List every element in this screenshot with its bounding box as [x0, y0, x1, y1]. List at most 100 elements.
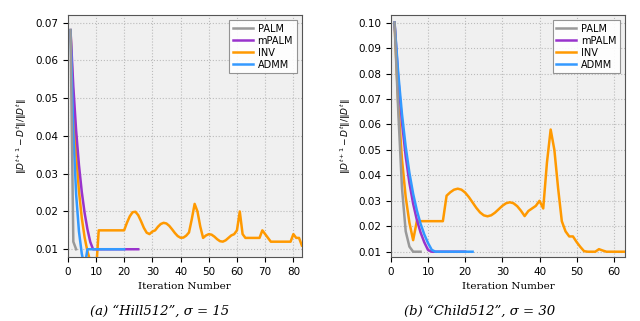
mPALM — [394, 77, 402, 81]
ADMM — [461, 250, 469, 254]
Text: (b) “Child512”, σ = 30: (b) “Child512”, σ = 30 — [404, 305, 556, 318]
ADMM — [70, 131, 77, 135]
PALM — [413, 250, 420, 254]
mPALM — [443, 250, 451, 254]
PALM — [417, 250, 424, 254]
ADMM — [443, 250, 451, 254]
mPALM — [402, 154, 410, 158]
mPALM — [126, 247, 134, 251]
INV — [584, 250, 591, 254]
ADMM — [439, 250, 447, 254]
INV — [236, 210, 244, 213]
ADMM — [398, 112, 406, 116]
mPALM — [123, 247, 131, 251]
ADMM — [103, 247, 111, 251]
mPALM — [95, 247, 102, 251]
mPALM — [428, 250, 436, 254]
ADMM — [120, 247, 128, 251]
mPALM — [461, 250, 469, 254]
ADMM — [72, 193, 80, 196]
mPALM — [106, 247, 114, 251]
Line: ADMM: ADMM — [70, 30, 124, 267]
ADMM — [428, 248, 436, 252]
INV — [81, 235, 88, 239]
ADMM — [390, 21, 398, 25]
ADMM — [447, 250, 454, 254]
PALM — [398, 186, 406, 190]
Text: (a) “Hill512”, σ = 15: (a) “Hill512”, σ = 15 — [90, 305, 230, 318]
ADMM — [413, 209, 420, 213]
Legend: PALM, mPALM, INV, ADMM: PALM, mPALM, INV, ADMM — [229, 20, 297, 74]
INV — [499, 204, 506, 208]
mPALM — [454, 250, 461, 254]
Y-axis label: $\|D^{t+1} - D^t\| / \|D^t\|$: $\|D^{t+1} - D^t\| / \|D^t\|$ — [338, 98, 353, 174]
ADMM — [92, 247, 100, 251]
ADMM — [112, 247, 120, 251]
mPALM — [410, 202, 417, 206]
ADMM — [468, 250, 476, 254]
ADMM — [109, 247, 116, 251]
mPALM — [109, 247, 116, 251]
mPALM — [417, 230, 424, 234]
ADMM — [402, 145, 410, 149]
ADMM — [417, 222, 424, 226]
mPALM — [89, 247, 97, 251]
mPALM — [70, 85, 77, 89]
INV — [621, 250, 629, 254]
mPALM — [129, 247, 136, 251]
PALM — [410, 250, 417, 254]
Line: INV: INV — [394, 23, 625, 252]
ADMM — [95, 247, 102, 251]
mPALM — [420, 240, 428, 244]
ADMM — [84, 247, 92, 251]
mPALM — [390, 21, 398, 25]
ADMM — [98, 247, 106, 251]
ADMM — [431, 250, 439, 254]
Line: mPALM: mPALM — [70, 30, 138, 249]
INV — [118, 229, 125, 232]
mPALM — [67, 28, 74, 32]
mPALM — [81, 211, 88, 215]
X-axis label: Iteration Number: Iteration Number — [138, 282, 231, 291]
PALM — [70, 240, 77, 244]
mPALM — [115, 247, 122, 251]
INV — [298, 244, 306, 247]
Legend: PALM, mPALM, INV, ADMM: PALM, mPALM, INV, ADMM — [552, 20, 620, 74]
ADMM — [465, 250, 473, 254]
ADMM — [450, 250, 458, 254]
PALM — [406, 245, 413, 248]
PALM — [72, 247, 80, 251]
mPALM — [424, 248, 432, 252]
INV — [461, 191, 469, 195]
mPALM — [439, 250, 447, 254]
Line: ADMM: ADMM — [394, 23, 472, 252]
INV — [506, 200, 514, 204]
mPALM — [92, 247, 100, 251]
mPALM — [86, 240, 94, 244]
PALM — [390, 21, 398, 25]
mPALM — [120, 247, 128, 251]
mPALM — [431, 250, 439, 254]
INV — [67, 28, 74, 32]
mPALM — [458, 250, 465, 254]
ADMM — [106, 247, 114, 251]
Line: mPALM: mPALM — [394, 23, 465, 252]
mPALM — [406, 181, 413, 185]
ADMM — [410, 192, 417, 196]
PALM — [67, 28, 74, 32]
Line: INV: INV — [70, 30, 302, 274]
INV — [208, 233, 216, 237]
mPALM — [132, 247, 140, 251]
mPALM — [78, 190, 86, 194]
mPALM — [134, 247, 142, 251]
INV — [454, 187, 461, 191]
INV — [92, 272, 100, 276]
ADMM — [78, 252, 86, 256]
ADMM — [118, 247, 125, 251]
Line: PALM: PALM — [394, 23, 420, 252]
mPALM — [450, 250, 458, 254]
ADMM — [89, 247, 97, 251]
ADMM — [100, 247, 108, 251]
mPALM — [413, 218, 420, 222]
mPALM — [112, 247, 120, 251]
